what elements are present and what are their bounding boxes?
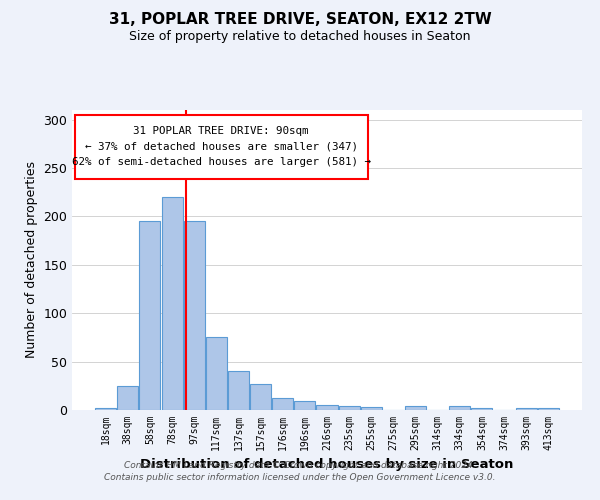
Bar (538, 408, 559, 410)
Text: Size of property relative to detached houses in Seaton: Size of property relative to detached ho… (129, 30, 471, 43)
Bar (161, 197, 182, 410)
Bar (316, 405, 338, 410)
Bar (206, 338, 227, 410)
Bar (184, 222, 205, 410)
Y-axis label: Number of detached properties: Number of detached properties (25, 162, 38, 358)
Bar (250, 384, 271, 410)
Bar (361, 407, 382, 410)
X-axis label: Distribution of detached houses by size in Seaton: Distribution of detached houses by size … (140, 458, 514, 471)
Bar (118, 386, 139, 410)
Bar (449, 406, 470, 410)
Text: 31 POPLAR TREE DRIVE: 90sqm
← 37% of detached houses are smaller (347)
62% of se: 31 POPLAR TREE DRIVE: 90sqm ← 37% of det… (71, 126, 371, 168)
Bar (228, 372, 249, 410)
Bar (272, 398, 293, 410)
Bar (74, 114, 368, 179)
Bar (338, 406, 359, 410)
Bar (515, 408, 536, 410)
Text: 31, POPLAR TREE DRIVE, SEATON, EX12 2TW: 31, POPLAR TREE DRIVE, SEATON, EX12 2TW (109, 12, 491, 28)
Bar (405, 406, 426, 410)
Bar (139, 222, 160, 410)
Bar (472, 408, 493, 410)
Bar (95, 408, 116, 410)
Text: Contains HM Land Registry data © Crown copyright and database right 2024.
Contai: Contains HM Land Registry data © Crown c… (104, 461, 496, 482)
Bar (295, 402, 316, 410)
